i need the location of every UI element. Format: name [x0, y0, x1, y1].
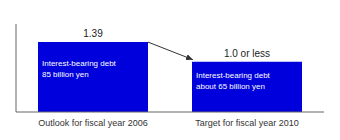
svg-text:Interest-bearing debtabout 65: Interest-bearing debtabout 65 billion ye…	[196, 71, 271, 91]
svg-text:1.0 or less: 1.0 or less	[224, 48, 270, 59]
svg-text:Target for fiscal year 2010: Target for fiscal year 2010	[195, 118, 299, 128]
svg-text:Interest-bearing debt85 billio: Interest-bearing debt85 billion yen	[42, 59, 117, 79]
svg-text:Outlook for fiscal year 2006: Outlook for fiscal year 2006	[38, 118, 148, 128]
svg-text:1.39: 1.39	[83, 28, 103, 39]
